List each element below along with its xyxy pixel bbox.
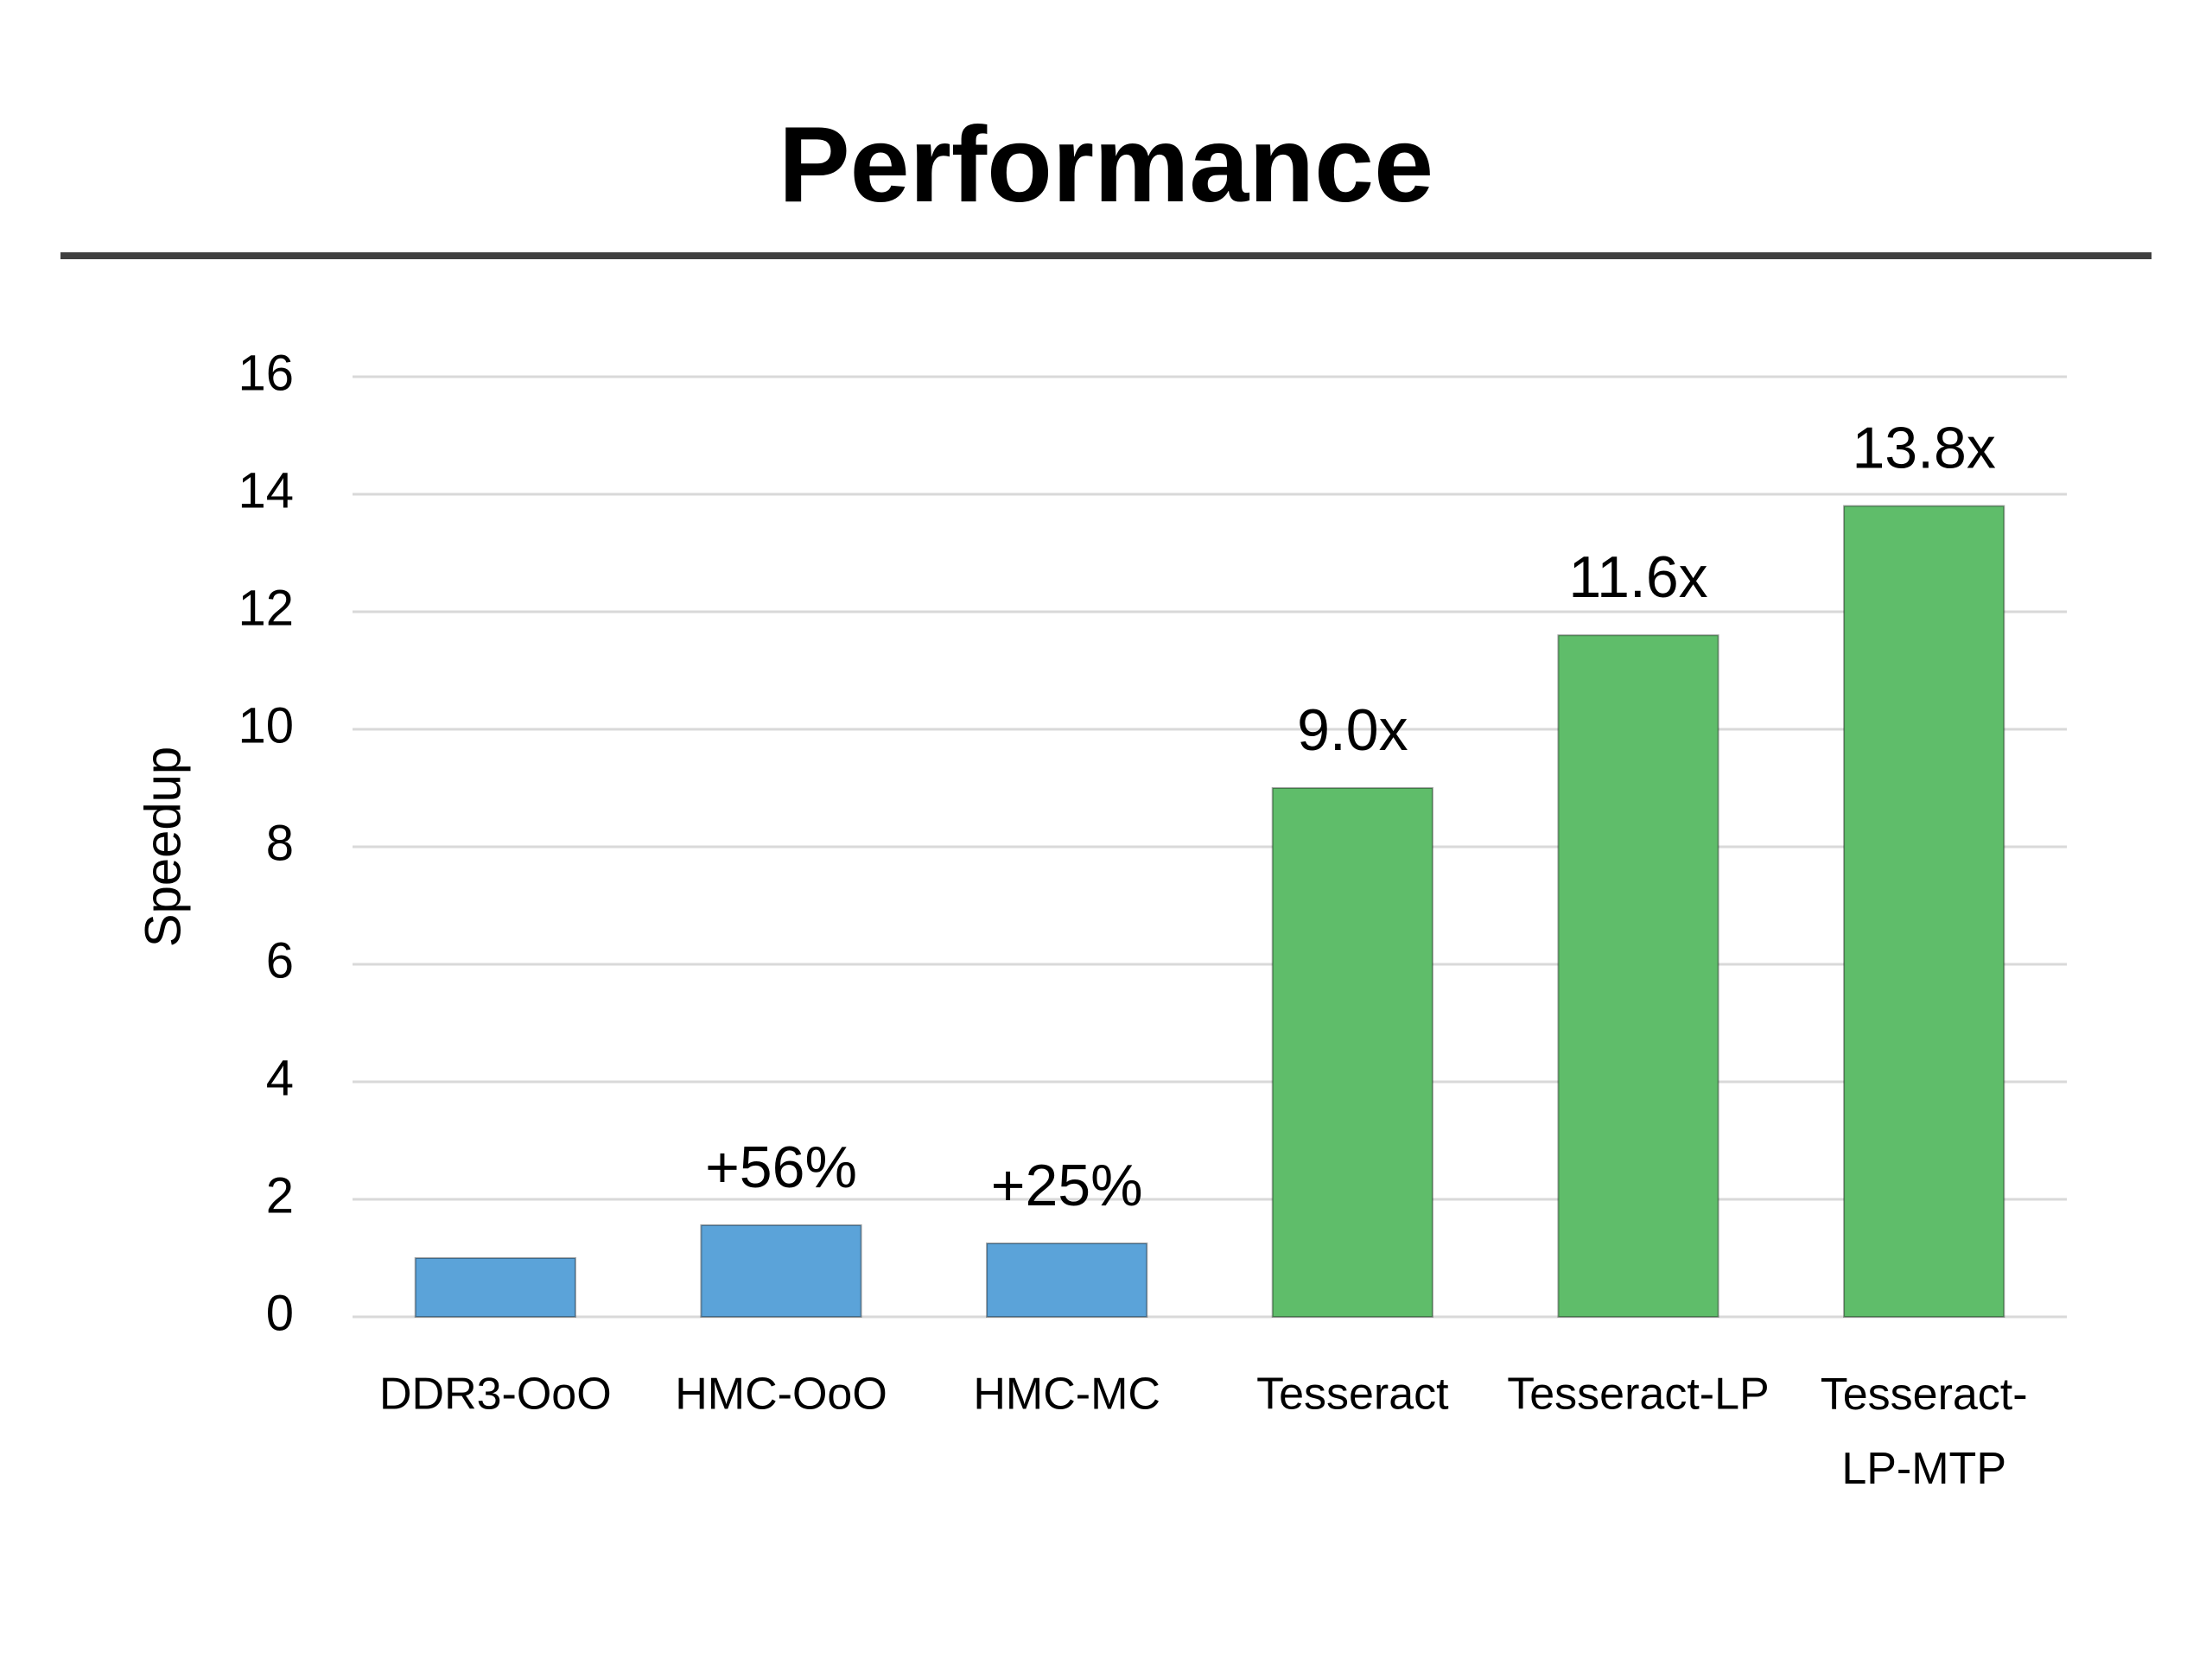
value-label: +25% [991,1153,1143,1218]
value-label: 13.8x [1852,416,1995,481]
chart-title: Performance [779,105,1433,225]
value-label: 9.0x [1297,697,1408,763]
x-tick-label: Tesseract-LP [1507,1370,1769,1420]
x-tick-label: HMC-MC [973,1370,1160,1420]
y-tick-label: 6 [266,932,294,988]
y-tick-label: 0 [266,1285,294,1341]
bar [414,1257,576,1318]
y-tick-label: 4 [266,1050,294,1106]
y-tick-label: 10 [238,697,294,753]
x-tick-label: DDR3-OoO [379,1370,612,1420]
bar [1843,505,2005,1318]
x-tick-label: Tesseract [1256,1370,1449,1420]
y-tick-label: 2 [266,1167,294,1224]
x-tick-label: Tesseract-LP-MTP [1821,1370,2028,1494]
y-tick-label: 16 [238,345,294,401]
bar [700,1224,862,1319]
y-axis-label: Speedup [135,747,191,947]
y-tick-label: 8 [266,815,294,871]
x-tick-label: HMC-OoO [675,1370,887,1420]
y-tick-label: 12 [238,580,294,636]
y-tick-label: 14 [238,462,294,518]
bar [1557,634,1719,1318]
value-label: 11.6x [1568,544,1707,610]
bar [986,1243,1148,1318]
bar [1271,787,1433,1318]
value-label: +56% [705,1135,857,1200]
